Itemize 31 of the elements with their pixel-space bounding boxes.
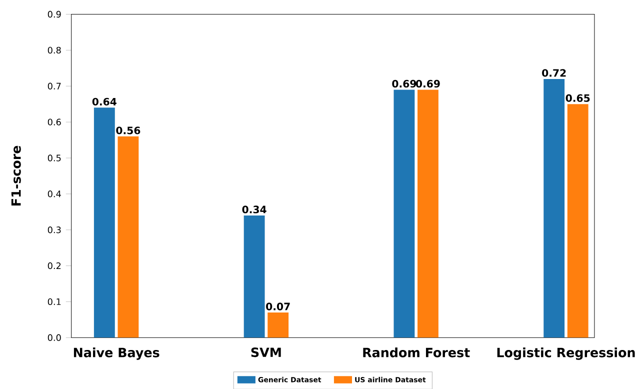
y-tick-label: 0.8 <box>48 46 61 54</box>
data-label: 0.56 <box>116 126 140 134</box>
bar <box>94 107 115 338</box>
bar <box>567 104 588 338</box>
x-tick-label: Random Forest <box>363 347 470 358</box>
x-tick-label: Naive Bayes <box>74 347 160 360</box>
bar <box>544 78 565 338</box>
data-label: 0.64 <box>92 98 116 106</box>
y-tick-label: 0.4 <box>48 190 61 198</box>
data-label: 0.72 <box>542 68 566 77</box>
data-label: 0.07 <box>266 302 290 310</box>
data-label: 0.69 <box>416 80 440 88</box>
y-tick-label: 0.5 <box>48 154 61 162</box>
data-label: 0.69 <box>392 80 416 88</box>
y-tick-label: 0.2 <box>48 262 61 269</box>
y-tick-label: 0.3 <box>48 226 61 233</box>
bar <box>418 90 438 338</box>
bar <box>394 90 415 338</box>
y-tick-label: 0.9 <box>48 10 61 18</box>
bar <box>118 136 139 338</box>
y-axis-title: F1-score <box>11 146 21 206</box>
x-tick-label: Logistic Regression <box>497 347 635 360</box>
y-tick-label: 0.6 <box>48 118 61 126</box>
bar <box>244 215 265 338</box>
y-tick-label: 0.1 <box>48 298 61 305</box>
data-label: 0.34 <box>242 205 266 214</box>
data-label: 0.65 <box>566 94 590 102</box>
bar <box>268 312 289 338</box>
y-tick-label: 0.7 <box>48 82 61 90</box>
y-tick-label: 0.0 <box>48 334 61 341</box>
x-tick-label: SVM <box>251 347 281 357</box>
